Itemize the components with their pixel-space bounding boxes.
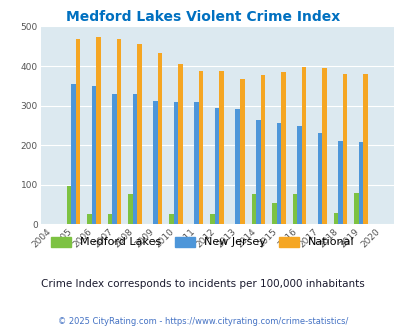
Bar bbox=[337, 141, 342, 224]
Bar bbox=[317, 133, 321, 224]
Bar bbox=[210, 214, 214, 224]
Bar bbox=[251, 194, 256, 224]
Bar bbox=[198, 71, 203, 224]
Bar bbox=[128, 194, 132, 224]
Bar bbox=[321, 68, 326, 224]
Bar bbox=[137, 44, 141, 224]
Legend: Medford Lakes, New Jersey, National: Medford Lakes, New Jersey, National bbox=[51, 237, 354, 247]
Bar bbox=[353, 193, 358, 224]
Bar bbox=[75, 39, 80, 224]
Text: Medford Lakes Violent Crime Index: Medford Lakes Violent Crime Index bbox=[66, 10, 339, 24]
Bar bbox=[219, 71, 224, 224]
Bar bbox=[158, 53, 162, 224]
Bar bbox=[235, 109, 239, 224]
Bar bbox=[66, 186, 71, 224]
Bar bbox=[194, 102, 198, 224]
Bar bbox=[271, 203, 276, 224]
Bar bbox=[169, 214, 173, 224]
Bar bbox=[178, 64, 183, 224]
Bar bbox=[301, 67, 305, 224]
Bar bbox=[173, 102, 178, 224]
Bar bbox=[117, 40, 121, 224]
Bar bbox=[358, 143, 362, 224]
Bar bbox=[239, 79, 244, 224]
Bar bbox=[280, 72, 285, 224]
Bar bbox=[132, 94, 137, 224]
Bar bbox=[92, 86, 96, 224]
Bar bbox=[260, 75, 264, 224]
Text: © 2025 CityRating.com - https://www.cityrating.com/crime-statistics/: © 2025 CityRating.com - https://www.city… bbox=[58, 317, 347, 326]
Bar bbox=[276, 123, 280, 224]
Bar bbox=[296, 126, 301, 224]
Bar bbox=[362, 74, 367, 224]
Bar bbox=[256, 120, 260, 224]
Bar bbox=[342, 74, 346, 224]
Bar bbox=[87, 214, 92, 224]
Bar bbox=[214, 108, 219, 224]
Bar bbox=[153, 101, 158, 224]
Bar bbox=[112, 94, 117, 224]
Bar bbox=[71, 84, 75, 224]
Bar bbox=[96, 37, 100, 224]
Bar bbox=[292, 194, 296, 224]
Text: Crime Index corresponds to incidents per 100,000 inhabitants: Crime Index corresponds to incidents per… bbox=[41, 279, 364, 289]
Bar bbox=[107, 214, 112, 224]
Bar bbox=[333, 213, 337, 224]
